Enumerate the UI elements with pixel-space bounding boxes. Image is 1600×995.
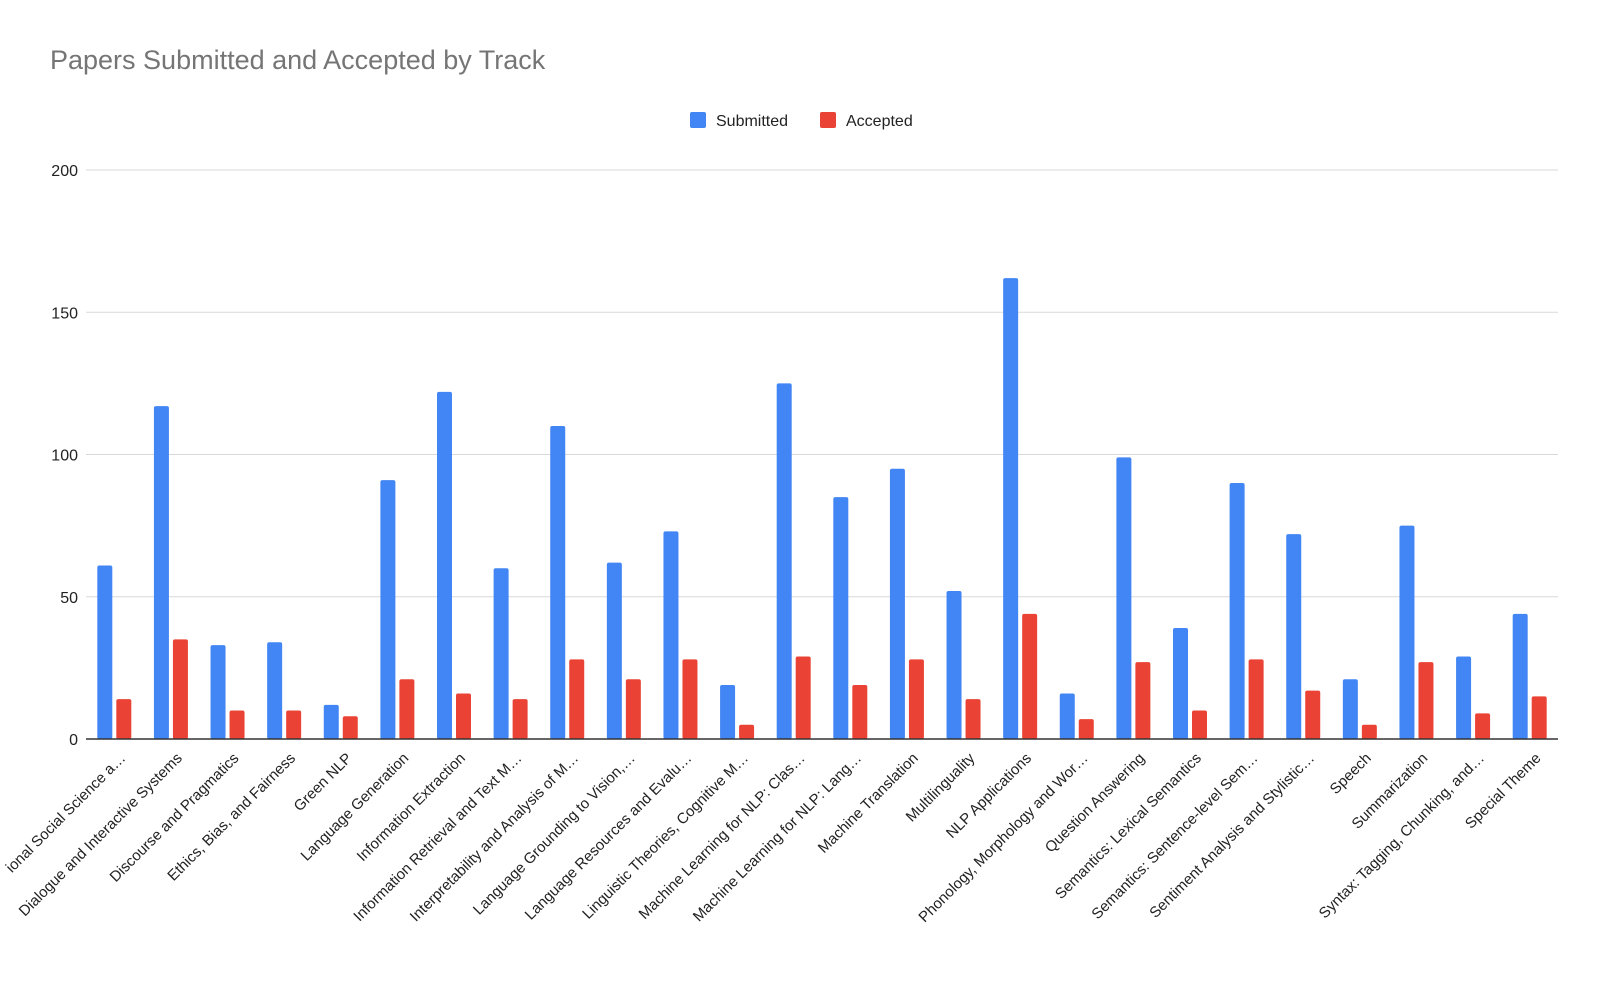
bar-accepted — [739, 724, 755, 739]
bar-submitted — [267, 642, 283, 739]
chart-title: Papers Submitted and Accepted by Track — [50, 45, 546, 75]
bar-accepted — [286, 710, 302, 739]
y-tick-label: 0 — [69, 732, 78, 749]
bar-submitted — [153, 406, 169, 739]
y-tick-label: 100 — [51, 448, 78, 465]
bar-accepted — [682, 659, 698, 739]
bar-accepted — [172, 639, 188, 739]
y-tick-label: 150 — [51, 305, 78, 322]
bar-accepted — [1192, 710, 1207, 739]
bar-accepted — [1475, 713, 1491, 739]
bar-submitted — [1059, 693, 1075, 739]
bar-submitted — [606, 562, 622, 739]
bar-submitted — [1003, 278, 1019, 739]
legend-swatch — [820, 112, 836, 128]
bar-submitted — [1456, 656, 1472, 739]
bar-submitted — [437, 391, 452, 739]
bar-submitted — [889, 468, 905, 739]
bar-accepted — [1418, 662, 1434, 739]
bar-accepted — [1305, 690, 1321, 739]
bar-accepted — [229, 710, 245, 739]
bar-submitted — [946, 591, 962, 739]
bar-submitted — [1229, 482, 1245, 739]
bar-accepted — [852, 684, 868, 739]
x-tick-label: Speech — [1327, 750, 1375, 798]
bar-accepted — [1078, 719, 1094, 739]
bar-accepted — [116, 699, 132, 739]
bar-accepted — [342, 716, 358, 739]
bar-accepted — [1531, 696, 1547, 739]
bar-submitted — [1286, 534, 1302, 739]
bar-accepted — [965, 699, 981, 739]
legend-label: Submitted — [716, 113, 788, 130]
bar-accepted — [1361, 724, 1377, 739]
bar-accepted — [1135, 662, 1151, 739]
x-tick-label: Language Generation — [298, 750, 413, 865]
bar-submitted — [1116, 457, 1132, 739]
bar-submitted — [550, 426, 566, 739]
bar-submitted — [1173, 628, 1188, 739]
bar-accepted — [1248, 659, 1264, 739]
bar-accepted — [908, 659, 924, 739]
bar-submitted — [1399, 525, 1415, 739]
bar-accepted — [512, 699, 528, 739]
bar-accepted — [795, 656, 811, 739]
bar-accepted — [569, 659, 585, 739]
y-tick-label: 200 — [51, 163, 78, 180]
x-tick-label: Question Answering — [1042, 750, 1148, 856]
x-tick-label: Machine Translation — [815, 750, 922, 857]
bar-submitted — [493, 568, 509, 739]
bar-submitted — [210, 645, 226, 739]
bar-accepted — [399, 679, 415, 739]
bar-submitted — [97, 565, 113, 739]
y-tick-label: 50 — [60, 590, 78, 607]
bar-submitted — [776, 383, 792, 739]
bar-submitted — [380, 480, 396, 739]
legend-swatch — [690, 112, 706, 128]
bar-accepted — [1022, 613, 1038, 739]
bar-submitted — [1342, 679, 1358, 739]
bar-submitted — [663, 531, 679, 739]
x-tick-label: Information Extraction — [354, 750, 469, 865]
bar-submitted — [1512, 613, 1528, 739]
bar-submitted — [833, 497, 849, 739]
bar-submitted — [323, 704, 339, 739]
bar-accepted — [456, 693, 471, 739]
legend-label: Accepted — [846, 113, 913, 130]
bar-submitted — [720, 684, 736, 739]
bar-accepted — [625, 679, 641, 739]
